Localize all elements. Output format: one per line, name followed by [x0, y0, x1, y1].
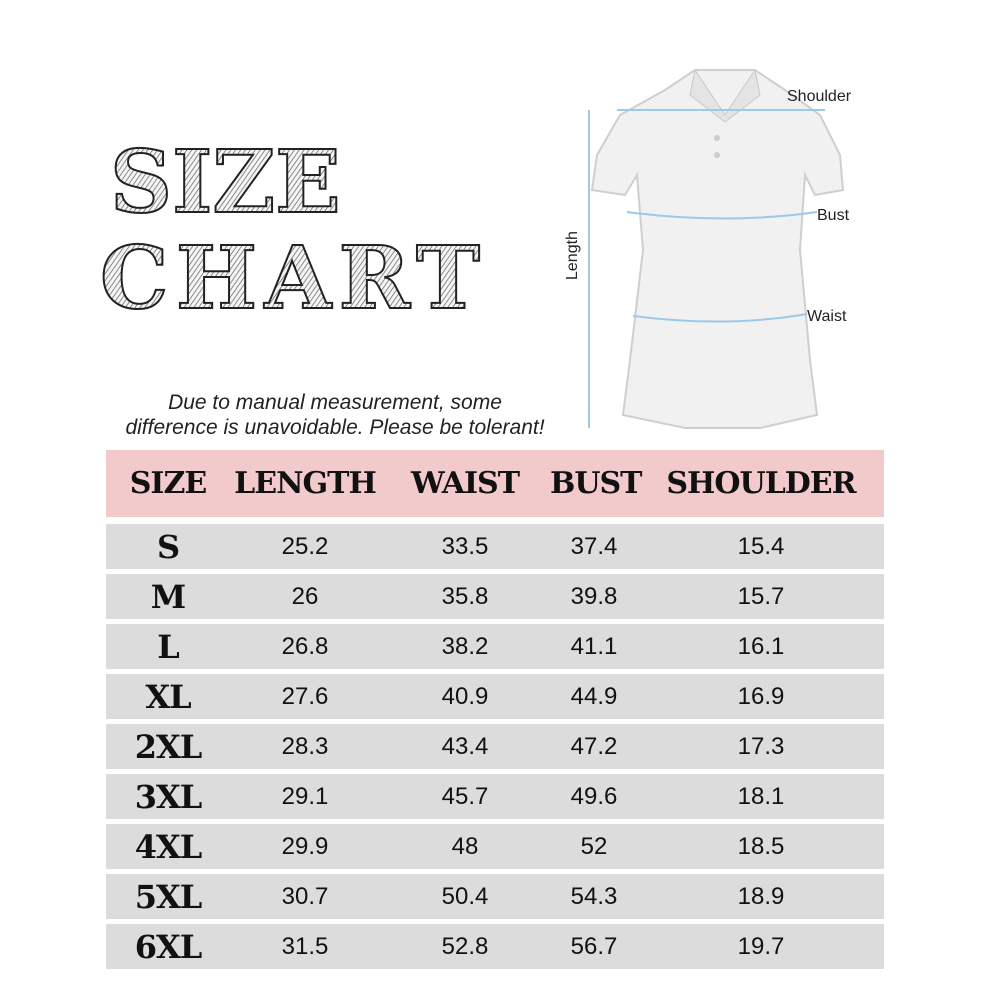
cell-bust: 37.4 — [570, 532, 618, 560]
cell-length: 27.6 — [281, 682, 329, 710]
cell-length: 31.5 — [281, 932, 329, 960]
cell-bust: 56.7 — [570, 932, 618, 960]
cell-waist: 35.8 — [441, 582, 489, 610]
cell-waist: 52.8 — [441, 932, 489, 960]
cell-shoulder: 16.9 — [737, 682, 785, 710]
cell-size: 5XL — [134, 877, 203, 916]
cell-shoulder: 19.7 — [737, 932, 785, 960]
cell-length: 30.7 — [281, 882, 329, 910]
note-line-1: Due to manual measurement, some — [168, 391, 502, 414]
cell-size: M — [150, 577, 186, 616]
cell-length: 26.8 — [281, 632, 329, 660]
cell-bust: 52 — [580, 832, 608, 860]
table-row: L 26.8 38.2 41.1 16.1 — [106, 624, 884, 669]
cell-length: 29.9 — [281, 832, 329, 860]
table-row: 6XL 31.5 52.8 56.7 19.7 — [106, 924, 884, 969]
table-row: 2XL 28.3 43.4 47.2 17.3 — [106, 724, 884, 769]
cell-waist: 40.9 — [441, 682, 489, 710]
waist-label: Waist — [807, 308, 847, 325]
note-line-2: difference is unavoidable. Please be tol… — [125, 416, 545, 439]
table-row: XL 27.6 40.9 44.9 16.9 — [106, 674, 884, 719]
cell-size: 2XL — [134, 727, 203, 766]
bust-label: Bust — [817, 207, 850, 224]
cell-bust: 49.6 — [570, 782, 618, 810]
cell-length: 26 — [291, 582, 319, 610]
cell-waist: 48 — [451, 832, 479, 860]
polo-shirt-image — [590, 68, 845, 429]
cell-shoulder: 16.1 — [737, 632, 785, 660]
cell-length: 25.2 — [281, 532, 329, 560]
cell-size: XL — [145, 677, 191, 716]
cell-shoulder: 15.7 — [737, 582, 785, 610]
header-shoulder: SHOULDER — [666, 466, 856, 501]
cell-shoulder: 18.1 — [737, 782, 785, 810]
cell-length: 29.1 — [281, 782, 329, 810]
length-label: Length — [564, 231, 581, 280]
cell-waist: 50.4 — [441, 882, 489, 910]
cell-shoulder: 15.4 — [737, 532, 785, 560]
cell-bust: 44.9 — [570, 682, 618, 710]
table-row: S 25.2 33.5 37.4 15.4 — [106, 524, 884, 569]
size-table: SIZE LENGTH WAIST BUST SHOULDER S 25.2 33.… — [106, 450, 884, 974]
header-length: LENGTH — [234, 466, 377, 501]
cell-bust: 41.1 — [570, 632, 618, 660]
table-row: 4XL 29.9 48 52 18.5 — [106, 824, 884, 869]
table-header: SIZE LENGTH WAIST BUST SHOULDER — [106, 450, 884, 517]
cell-bust: 54.3 — [570, 882, 618, 910]
cell-waist: 45.7 — [441, 782, 489, 810]
table-row: 3XL 29.1 45.7 49.6 18.1 — [106, 774, 884, 819]
cell-size: 4XL — [134, 827, 203, 866]
cell-shoulder: 17.3 — [737, 732, 785, 760]
shirt-diagram: Shoulder Bust Waist Length — [564, 68, 852, 429]
table-row: M 26 35.8 39.8 15.7 — [106, 574, 884, 619]
cell-bust: 47.2 — [570, 732, 618, 760]
size-chart-title: SIZE CHART — [100, 131, 481, 320]
cell-waist: 38.2 — [441, 632, 489, 660]
waist-measure-line — [632, 313, 808, 323]
measurement-note: Due to manual measurement, some differen… — [100, 390, 570, 440]
cell-waist: 43.4 — [441, 732, 489, 760]
title-line-2: CHART — [100, 228, 480, 320]
cell-shoulder: 18.9 — [737, 882, 785, 910]
cell-size: S — [156, 527, 180, 566]
bust-measure-line — [626, 211, 818, 220]
cell-shoulder: 18.5 — [737, 832, 785, 860]
header-bust: BUST — [550, 466, 643, 501]
cell-size: 3XL — [134, 777, 203, 816]
title-line-1: SIZE — [110, 132, 341, 233]
cell-waist: 33.5 — [441, 532, 489, 560]
table-row: 5XL 30.7 50.4 54.3 18.9 — [106, 874, 884, 919]
cell-size: 6XL — [134, 927, 203, 966]
cell-length: 28.3 — [281, 732, 329, 760]
shoulder-label: Shoulder — [787, 88, 852, 105]
header-waist: WAIST — [410, 466, 520, 501]
header-size: SIZE — [129, 466, 207, 501]
cell-bust: 39.8 — [570, 582, 618, 610]
cell-size: L — [157, 627, 180, 666]
